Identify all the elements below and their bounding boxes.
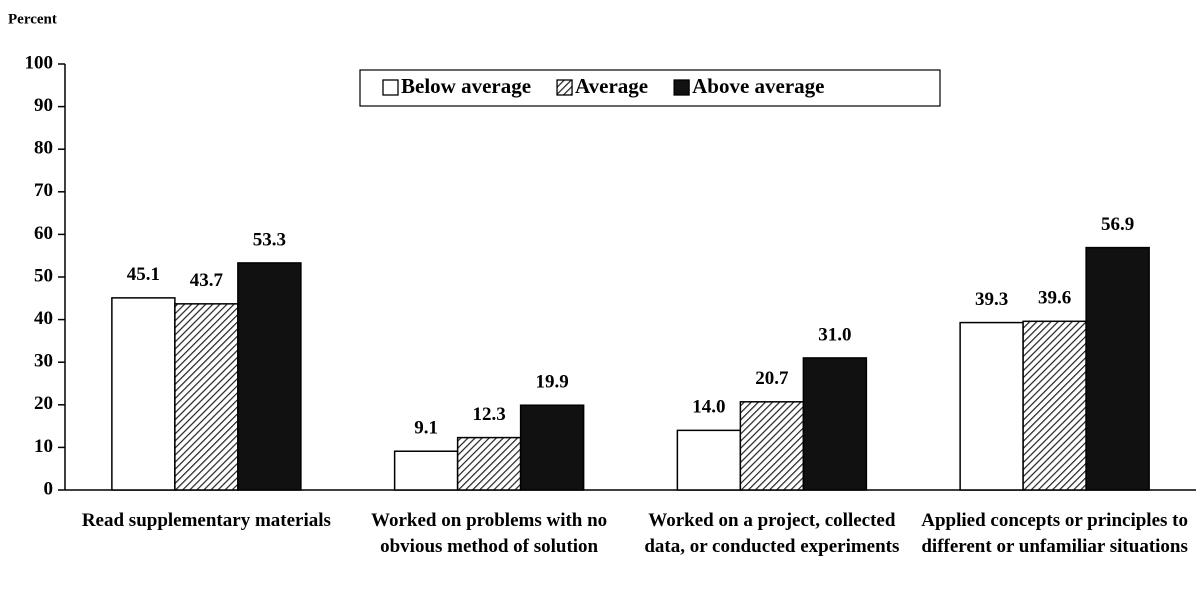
x-tick-label: Read supplementary materials bbox=[81, 510, 331, 531]
y-axis-label: Percent bbox=[8, 11, 57, 27]
legend-swatch bbox=[673, 79, 690, 96]
y-tick-label: 60 bbox=[34, 223, 53, 244]
bar bbox=[519, 404, 585, 491]
bar bbox=[1085, 246, 1150, 491]
y-tick-label: 0 bbox=[44, 478, 54, 499]
bar bbox=[456, 436, 522, 491]
y-tick-label: 40 bbox=[34, 308, 53, 329]
bar bbox=[739, 401, 805, 491]
value-label: 39.6 bbox=[1038, 288, 1071, 309]
bar bbox=[802, 357, 868, 491]
legend-swatch bbox=[382, 79, 399, 96]
y-tick-label: 50 bbox=[34, 265, 53, 286]
value-label: 53.3 bbox=[253, 229, 286, 250]
bar bbox=[1022, 320, 1087, 491]
legend-label: Below average bbox=[401, 74, 531, 98]
value-label: 9.1 bbox=[414, 418, 438, 439]
bar bbox=[174, 303, 239, 491]
y-tick-label: 90 bbox=[34, 95, 53, 116]
bar bbox=[111, 297, 176, 491]
legend-label: Above average bbox=[692, 74, 824, 98]
value-label: 14.0 bbox=[692, 397, 725, 418]
y-tick-label: 10 bbox=[34, 436, 53, 457]
legend-box bbox=[359, 69, 941, 107]
value-label: 20.7 bbox=[755, 368, 789, 389]
x-tick-label: Worked on a project, collected data, or … bbox=[644, 510, 900, 557]
y-tick-label: 100 bbox=[25, 52, 54, 73]
x-tick-label: Worked on problems with no obvious metho… bbox=[371, 510, 608, 557]
y-tick-label: 80 bbox=[34, 138, 53, 159]
legend-swatch bbox=[556, 79, 573, 96]
bar bbox=[959, 321, 1024, 491]
value-label: 56.9 bbox=[1101, 214, 1134, 235]
bar bbox=[393, 450, 459, 491]
y-tick-label: 30 bbox=[34, 351, 53, 372]
y-tick-label: 70 bbox=[34, 180, 53, 201]
value-label: 39.3 bbox=[975, 289, 1008, 310]
bar bbox=[237, 262, 302, 491]
value-label: 45.1 bbox=[127, 264, 160, 285]
y-tick-label: 20 bbox=[34, 393, 53, 414]
x-tick-label: Applied concepts or principles to differ… bbox=[921, 510, 1188, 557]
bar bbox=[676, 429, 742, 491]
value-label: 19.9 bbox=[536, 372, 569, 393]
legend-label: Average bbox=[575, 74, 648, 98]
value-label: 12.3 bbox=[473, 404, 506, 425]
value-label: 43.7 bbox=[190, 270, 224, 291]
value-label: 31.0 bbox=[818, 324, 851, 345]
